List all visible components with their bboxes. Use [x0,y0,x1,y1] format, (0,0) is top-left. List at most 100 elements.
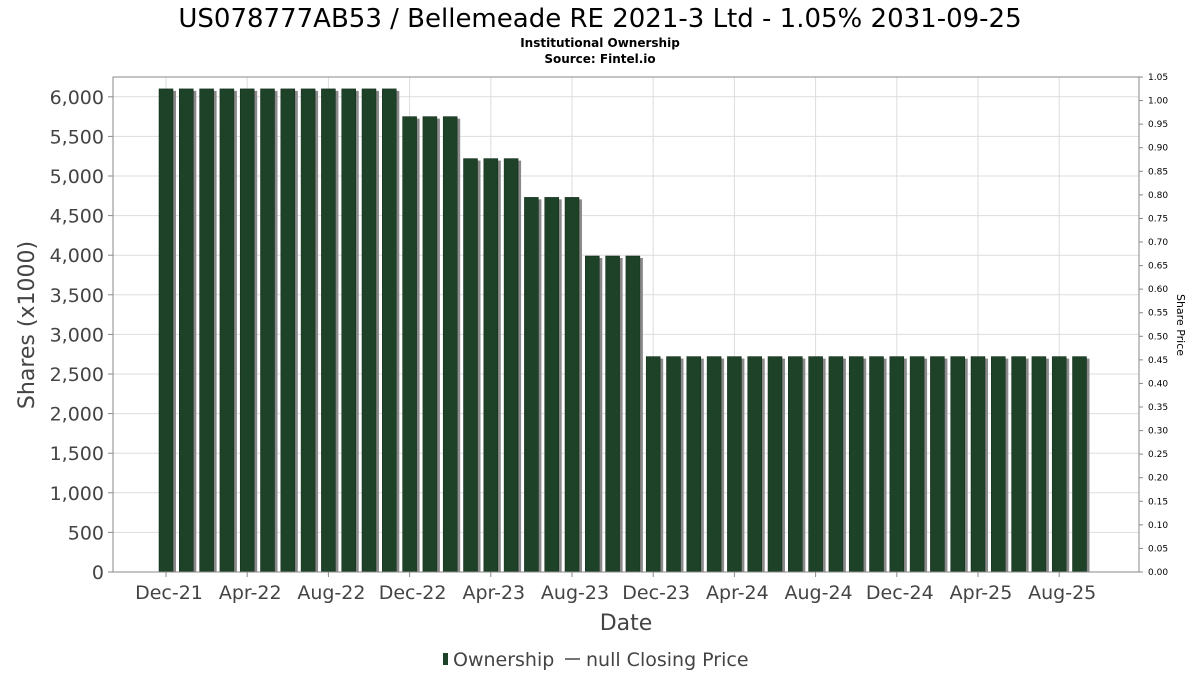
ownership-bar [828,356,844,573]
ownership-bar [848,356,864,573]
y2-tick-label: 0.90 [1148,144,1168,154]
y2-tick-label: 0.70 [1148,238,1168,248]
ownership-bar [727,356,742,573]
x-tick-label: Apr-23 [462,582,525,604]
ownership-bar [321,88,336,573]
y-tick-label: 4,000 [50,245,104,267]
y2-tick-label: 0.50 [1148,332,1168,342]
chart-subtitle: Institutional Ownership [520,36,680,50]
ownership-bar [1051,356,1067,573]
y2-tick-label: 0.25 [1148,450,1168,460]
y-tick-label: 4,500 [50,206,104,228]
x-tick-label: Aug-22 [297,582,365,604]
y-tick-label: 0 [92,562,104,584]
y2-tick-label: 0.20 [1148,474,1168,484]
ownership-bar [869,356,884,573]
ownership-bar [341,88,356,573]
ownership-bar [605,255,620,573]
ownership-bar [382,88,397,573]
y2-tick-label: 0.10 [1148,521,1168,531]
ownership-bar [219,88,235,573]
y2-tick-label: 0.30 [1148,427,1168,437]
ownership-bar [544,197,559,573]
y2-tick-label: 0.15 [1148,497,1168,507]
ownership-bar [422,116,438,573]
ownership-bar [767,356,783,573]
x-ticks: Dec-21 Apr-22 Aug-22 Dec-22 Apr-23 Aug-23 Dec-… [135,572,1096,604]
ownership-bar [402,116,417,573]
y-tick-label: 2,000 [50,404,104,426]
y2-tick-label: 0.40 [1148,379,1168,389]
y2-tick-label: 1.00 [1148,97,1168,107]
y2-tick-label: 0.95 [1148,120,1168,130]
y-ticks: 0 500 1,000 1,500 2,000 2,500 3,000 3,500 4,000 4… [50,87,113,584]
y2-ticks: 0.00 0.05 0.10 0.15 0.20 0.25 0.30 0.35 0.40 0.45… [1139,73,1168,578]
y2-tick-label: 0.55 [1148,309,1168,319]
y2-tick-label: 0.00 [1148,568,1168,578]
legend-ownership-label: Ownership [453,649,554,671]
legend-price-label: null Closing Price [586,649,749,671]
x-tick-label: Apr-24 [706,582,769,604]
y2-tick-label: 0.35 [1148,403,1168,413]
ownership-bar [239,88,255,573]
y-axis-label: Shares (x1000) [15,241,40,409]
ownership-bar [442,116,458,573]
y-tick-label: 3,000 [50,324,104,346]
plot-border [112,76,1140,573]
ownership-bar [1011,356,1026,573]
y-tick-label: 1,000 [50,483,104,505]
ownership-bar [483,158,499,573]
x-tick-label: Dec-23 [622,582,690,604]
ownership-bar [199,88,214,573]
x-tick-label: Dec-24 [866,582,934,604]
ownership-bar [625,255,641,573]
x-tick-label: Dec-22 [379,582,447,604]
ownership-bar [280,88,296,573]
y2-tick-label: 0.60 [1148,285,1168,295]
ownership-bar [747,356,762,573]
ownership-bar [950,356,965,573]
y2-tick-label: 0.80 [1148,191,1168,201]
y2-axis-label: Share Price [1174,294,1187,356]
y2-tick-label: 0.65 [1148,262,1168,272]
ownership-bar [930,356,945,573]
x-tick-label: Dec-21 [135,582,203,604]
y2-tick-label: 1.05 [1148,73,1168,83]
x-tick-label: Aug-24 [785,582,853,604]
ownership-bar [300,88,316,573]
ownership-bar [463,158,478,573]
bars-group [158,88,1090,573]
ownership-bar [991,356,1006,573]
y-tick-label: 3,500 [50,285,104,307]
y-tick-label: 5,500 [50,126,104,148]
ownership-bar [158,88,174,573]
chart-source: Source: Fintel.io [544,52,655,66]
plot-frame [112,76,1140,573]
y-tick-label: 1,500 [50,443,104,465]
x-tick-label: Aug-25 [1028,582,1096,604]
y-tick-label: 2,500 [50,364,104,386]
ownership-bar [686,356,702,573]
ownership-bar [361,88,377,573]
ownership-bar [179,88,194,573]
x-tick-label: Apr-22 [219,582,282,604]
x-tick-label: Aug-23 [541,582,609,604]
ownership-bar [585,255,600,573]
legend: Ownership null Closing Price [443,649,749,671]
ownership-bar [706,356,722,573]
x-tick-label: Apr-25 [950,582,1013,604]
ownership-bar [889,356,905,573]
ownership-bar [808,356,823,573]
ownership-bar [524,197,539,573]
ownership-bar [788,356,803,573]
y2-tick-label: 0.45 [1148,356,1168,366]
y-tick-label: 6,000 [50,87,104,109]
ownership-bar [970,356,986,573]
y2-tick-label: 0.85 [1148,167,1168,177]
y2-tick-label: 0.75 [1148,214,1168,224]
y-tick-label: 5,000 [50,166,104,188]
ownership-bar [564,197,580,573]
ownership-bar [260,88,275,573]
